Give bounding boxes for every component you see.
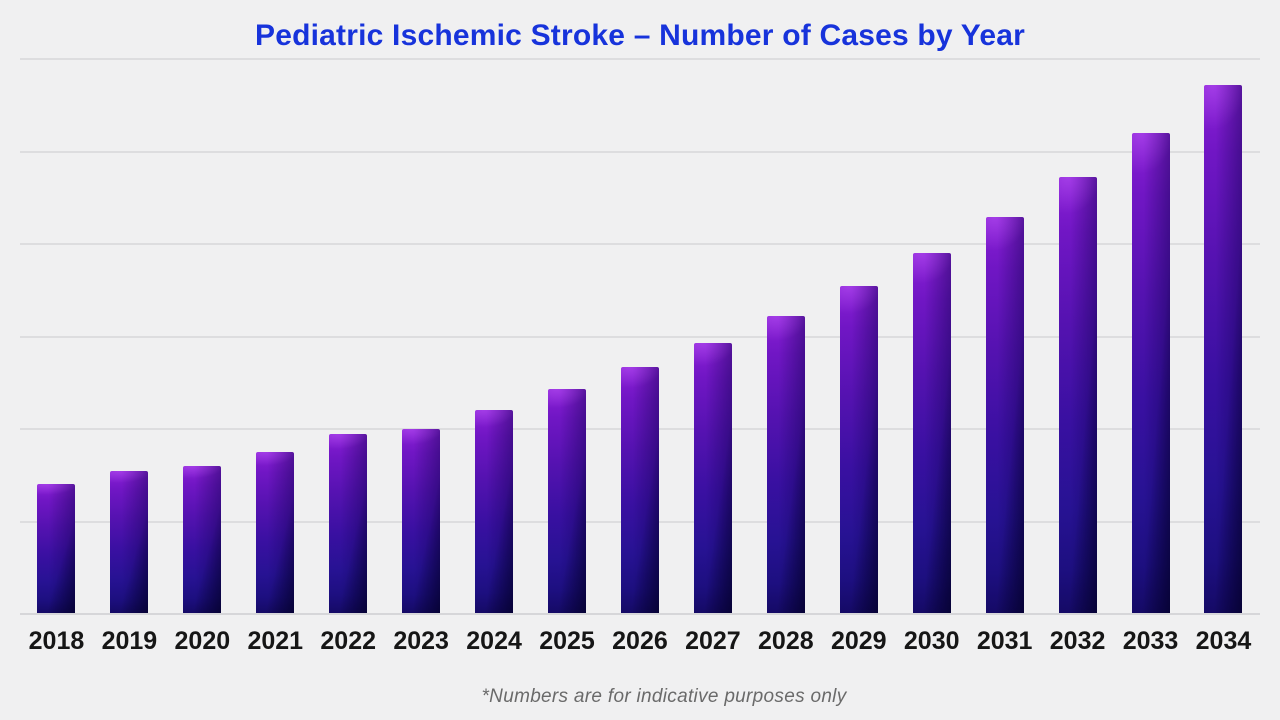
bar-slot-2026: [604, 58, 677, 613]
bar-slot-2033: [1114, 58, 1187, 613]
x-axis-line: [20, 613, 1260, 615]
bar-slot-2032: [1041, 58, 1114, 613]
bar-slot-2030: [895, 58, 968, 613]
x-label-2018: 2018: [28, 627, 85, 655]
bar-2027: [693, 342, 732, 613]
bar-2018: [37, 483, 76, 613]
gridline: [20, 58, 1260, 60]
bars-group: [20, 58, 1260, 613]
bar-2022: [329, 434, 368, 613]
x-label-2028: 2028: [758, 627, 814, 655]
bar-slot-2029: [822, 58, 895, 613]
bar-slot-2027: [676, 58, 749, 613]
bar-2020: [183, 465, 222, 613]
x-label-2027: 2027: [685, 627, 741, 655]
bar-slot-2022: [312, 58, 385, 613]
gridline: [20, 243, 1260, 245]
bar-slot-2021: [239, 58, 312, 613]
bar-2025: [548, 389, 587, 613]
x-axis-labels: 2018 2019 2020 2021 2022 2023 2024 2025 2026 2027…: [20, 613, 1260, 656]
bar-2019: [110, 471, 149, 613]
x-label-2031: 2031: [976, 627, 1033, 655]
bar-2030: [912, 253, 951, 613]
bar-2031: [985, 217, 1024, 613]
bar-slot-2028: [749, 58, 822, 613]
x-label-2025: 2025: [539, 627, 595, 655]
x-label-2029: 2029: [830, 627, 887, 655]
bar-slot-2024: [458, 58, 531, 613]
x-label-2021: 2021: [247, 627, 304, 655]
bar-slot-2018: [20, 58, 93, 613]
x-label-2019: 2019: [101, 627, 158, 655]
gridline: [20, 150, 1260, 153]
plot-area: [20, 58, 1260, 615]
chart-title: Pediatric Ischemic Stroke – Number of Ca…: [255, 19, 1025, 52]
bar-2026: [620, 366, 659, 613]
x-label-2022: 2022: [320, 627, 377, 655]
bar-slot-2031: [968, 58, 1041, 613]
bar-2034: [1204, 84, 1243, 613]
x-label-2020: 2020: [174, 627, 231, 655]
bar-2033: [1131, 132, 1170, 613]
bar-slot-2019: [93, 58, 166, 613]
bar-2023: [402, 428, 441, 613]
gridline: [20, 335, 1260, 338]
bar-2024: [475, 409, 514, 613]
x-label-2023: 2023: [393, 627, 449, 655]
bar-slot-2025: [531, 58, 604, 613]
bar-slot-2034: [1187, 58, 1260, 613]
x-label-2026: 2026: [612, 627, 668, 655]
bar-2028: [766, 316, 805, 613]
x-label-2024: 2024: [466, 627, 522, 655]
footnote: *Numbers are for indicative purposes onl…: [481, 686, 847, 707]
x-label-2030: 2030: [903, 627, 960, 655]
x-label-2034: 2034: [1195, 627, 1252, 655]
bar-2032: [1058, 177, 1097, 613]
bar-slot-2023: [385, 58, 458, 613]
bar-2029: [839, 286, 878, 613]
bar-2021: [256, 452, 295, 613]
x-label-2032: 2032: [1049, 627, 1106, 655]
x-label-2033: 2033: [1122, 627, 1179, 655]
bar-slot-2020: [166, 58, 239, 613]
